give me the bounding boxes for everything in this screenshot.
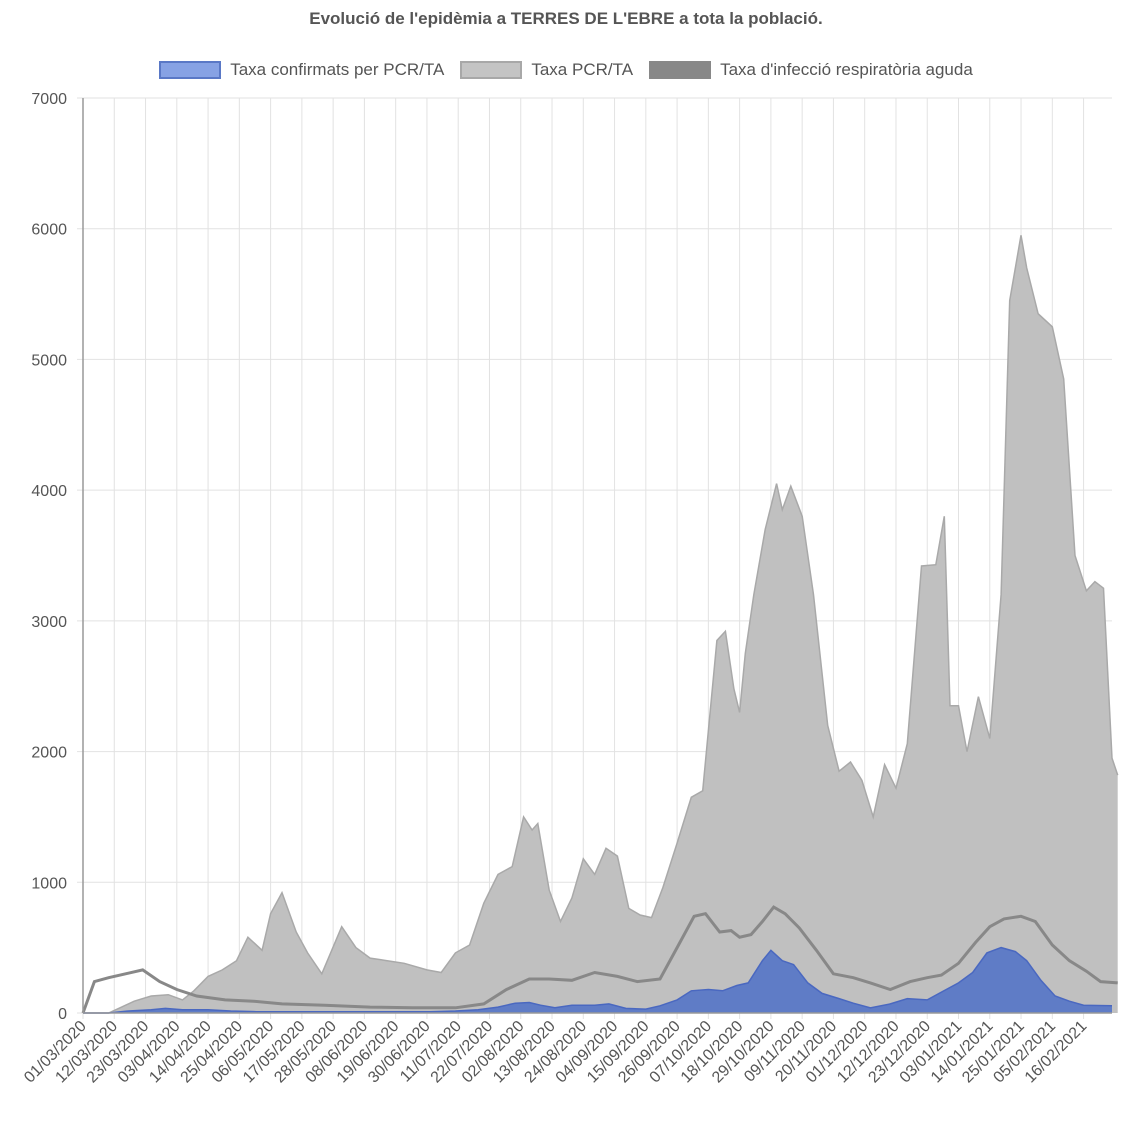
legend-item-ira[interactable]: Taxa d'infecció respiratòria aguda (649, 60, 973, 80)
chart-title: Evolució de l'epidèmia a TERRES DE L'EBR… (309, 9, 823, 28)
y-tick-label: 7000 (31, 91, 67, 108)
series-line-confirmed (83, 946, 1113, 1014)
series-line-pcr (83, 235, 1119, 1014)
y-tick-label: 1000 (31, 875, 67, 892)
legend-swatch-ira (649, 61, 712, 79)
series-area-pcr (83, 235, 1118, 1014)
legend-label-confirmed: Taxa confirmats per PCR/TA (230, 60, 445, 79)
y-tick-label: 2000 (31, 745, 67, 762)
y-tick-label: 4000 (31, 483, 67, 500)
legend-swatch-confirmed (159, 61, 222, 79)
legend-label-pcr: Taxa PCR/TA (531, 60, 634, 79)
y-tick-label: 6000 (31, 222, 67, 239)
series-line-ira (81, 905, 1118, 1014)
legend-label-ira: Taxa d'infecció respiratòria aguda (720, 60, 973, 79)
legend-item-pcr[interactable]: Taxa PCR/TA (460, 60, 633, 80)
y-tick-label: 3000 (31, 614, 67, 631)
legend: Taxa confirmats per PCR/TA Taxa PCR/TA T… (0, 60, 1122, 80)
y-tick-label: 0 (58, 1006, 67, 1023)
legend-swatch-pcr (460, 61, 523, 79)
series-area-confirmed (83, 947, 1112, 1013)
y-tick-label: 5000 (31, 352, 67, 369)
legend-item-confirmed[interactable]: Taxa confirmats per PCR/TA (159, 60, 444, 80)
